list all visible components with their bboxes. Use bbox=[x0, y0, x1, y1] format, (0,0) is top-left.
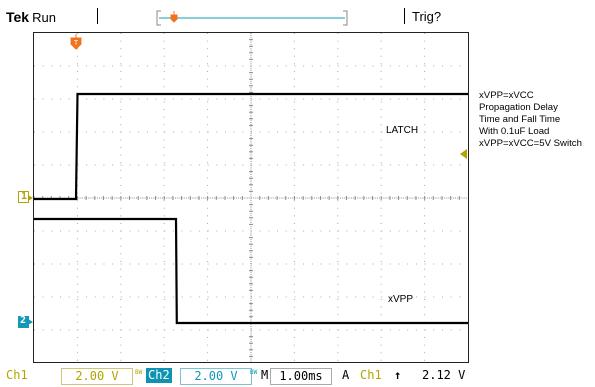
trigger-source[interactable]: Ch1 bbox=[360, 368, 382, 382]
annotation-line: xVPP=xVCC bbox=[479, 90, 534, 101]
trigger-level-icon bbox=[460, 149, 467, 159]
ch2-label[interactable]: Ch2 bbox=[146, 368, 172, 383]
ch1-scale[interactable]: 2.00 V bbox=[61, 368, 133, 385]
trigger-level[interactable]: 2.12 V bbox=[422, 368, 466, 382]
ch1-ground-arrow-icon bbox=[28, 195, 33, 201]
run-status: Run bbox=[32, 10, 56, 25]
waveform-display[interactable]: LATCH xVPP bbox=[33, 32, 469, 363]
record-position-bar[interactable] bbox=[155, 8, 350, 28]
graticule bbox=[34, 33, 468, 362]
annotation-line: Time and Fall Time bbox=[479, 114, 561, 125]
header-divider bbox=[404, 8, 405, 24]
svg-text:T: T bbox=[74, 40, 79, 47]
ch2-bw-mark: BW bbox=[250, 369, 258, 376]
trigger-status: Trig? bbox=[412, 9, 442, 24]
trigger-slope-icon: ↑ bbox=[394, 368, 402, 382]
brand-logo: Tek bbox=[6, 9, 30, 25]
annotation-line: xVPP=xVCC=5V Switch bbox=[479, 138, 582, 149]
latch-label: LATCH bbox=[386, 125, 419, 136]
readout-bar: Ch1 2.00 V BW Ch2 2.00 V BW M 1.00ms A C… bbox=[0, 366, 595, 387]
ch2-trace bbox=[34, 217, 468, 325]
annotation-line: With 0.1uF Load bbox=[479, 126, 550, 137]
ch1-bw-mark: BW bbox=[135, 369, 143, 376]
acquisition-mode: A bbox=[342, 368, 350, 382]
time-mode: M bbox=[261, 368, 269, 382]
brand-status: Tek Run bbox=[6, 9, 56, 25]
trigger-position-icon bbox=[170, 11, 178, 23]
xvpp-label: xVPP bbox=[388, 294, 414, 305]
ch2-ground-arrow-icon bbox=[28, 319, 33, 325]
ch1-trace bbox=[34, 92, 468, 201]
ch1-label[interactable]: Ch1 bbox=[6, 368, 28, 382]
side-annotation: xVPP=xVCC Propagation Delay Time and Fal… bbox=[479, 90, 582, 150]
scope-header: Tek Run Trig? bbox=[0, 0, 595, 30]
ch2-scale[interactable]: 2.00 V bbox=[180, 368, 252, 385]
header-divider bbox=[97, 8, 98, 24]
trigger-time-marker-icon: T bbox=[70, 34, 82, 50]
ch2-ground-marker[interactable]: 2 bbox=[18, 315, 29, 328]
time-scale[interactable]: 1.00ms bbox=[270, 368, 332, 385]
annotation-line: Propagation Delay bbox=[479, 102, 558, 113]
